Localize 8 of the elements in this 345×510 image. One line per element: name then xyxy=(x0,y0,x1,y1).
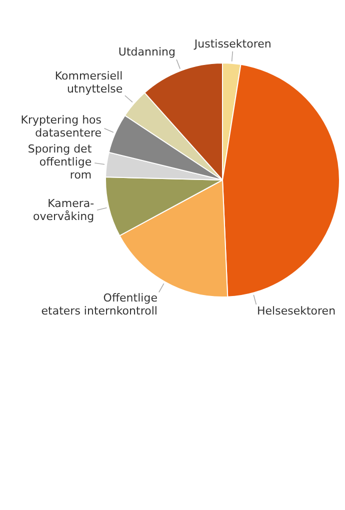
slice-label: Kommersiell utnyttelse xyxy=(54,70,123,96)
slice-label: Justissektoren xyxy=(193,37,272,50)
slice-label: Kamera- overvåking xyxy=(32,197,94,224)
slice-label: Kryptering hos datasentere xyxy=(20,114,102,140)
slice-label: Helsesektoren xyxy=(257,304,336,318)
slice-label: Sporing det offentlige rom xyxy=(28,142,92,182)
slice-label: Offentlige etaters internkontroll xyxy=(41,292,158,318)
slice-label: Utdanning xyxy=(118,46,176,59)
